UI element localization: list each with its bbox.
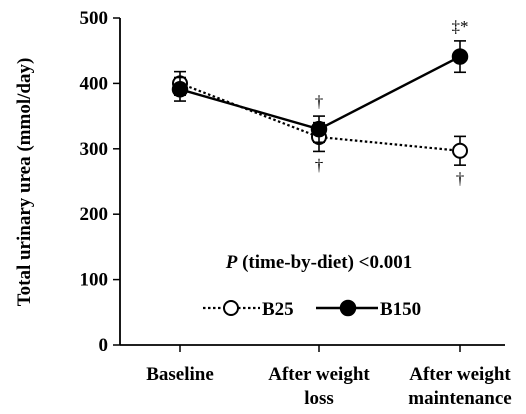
legend-marker-b25 bbox=[223, 300, 239, 316]
y-tick-label: 500 bbox=[80, 8, 109, 29]
series-layer: † † † ‡* bbox=[171, 17, 469, 188]
p-value-text: (time-by-diet) <0.001 bbox=[237, 252, 412, 273]
significance-marker-b150: ‡* bbox=[452, 17, 469, 36]
y-tick-label: 0 bbox=[99, 335, 109, 356]
series-b150: † ‡* bbox=[171, 17, 469, 144]
data-point-b150 bbox=[171, 81, 189, 98]
x-category-label-line: loss bbox=[304, 388, 334, 409]
y-tick-label: 200 bbox=[80, 204, 109, 225]
x-category-label-line: After weight bbox=[409, 364, 511, 385]
legend-label-b150: B150 bbox=[380, 299, 421, 320]
p-value-italic: P bbox=[225, 252, 238, 273]
y-axis-label: Total urinary urea (mmol/day) bbox=[14, 58, 35, 307]
significance-marker-b25: † bbox=[456, 169, 465, 188]
legend-marker-b150 bbox=[339, 299, 357, 317]
x-category-label: After weight loss bbox=[268, 364, 370, 409]
legend: B25 B150 bbox=[203, 299, 421, 320]
y-tick-label: 300 bbox=[80, 139, 109, 160]
x-category-label-line: Baseline bbox=[146, 364, 214, 385]
data-point-b150 bbox=[310, 120, 328, 138]
y-axis-ticks: 0 100 200 300 400 500 bbox=[80, 8, 120, 356]
axes bbox=[119, 18, 505, 346]
data-point-b25 bbox=[452, 142, 468, 159]
x-category-label: After weight maintenance bbox=[408, 364, 511, 409]
x-category-label-line: After weight bbox=[268, 364, 370, 385]
y-tick-label: 100 bbox=[80, 270, 109, 291]
x-category-label-line: maintenance bbox=[408, 388, 511, 409]
significance-marker-b150: † bbox=[315, 92, 324, 111]
p-value-annotation: P (time-by-diet) <0.001 bbox=[225, 252, 413, 273]
data-point-b150 bbox=[451, 48, 469, 65]
y-tick-label: 400 bbox=[80, 73, 109, 94]
legend-label-b25: B25 bbox=[262, 299, 294, 320]
x-axis-categories: Baseline After weight loss After weight main… bbox=[146, 345, 512, 409]
significance-marker-b25: † bbox=[315, 155, 324, 174]
x-category-label: Baseline bbox=[146, 364, 214, 385]
